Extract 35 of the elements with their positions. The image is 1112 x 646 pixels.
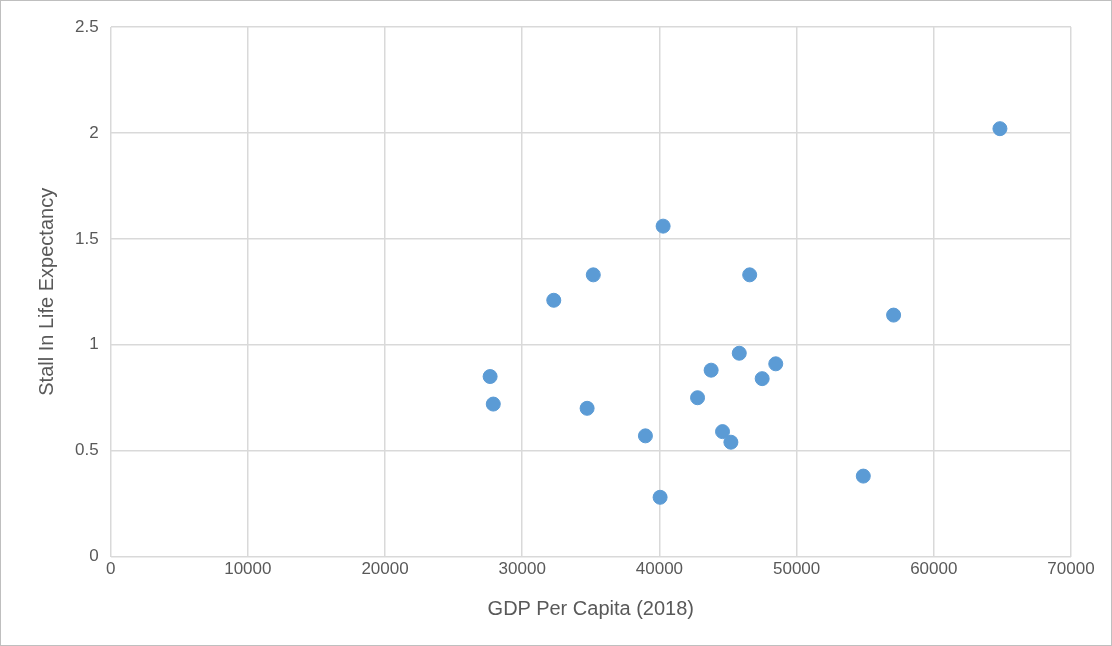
point bbox=[742, 267, 758, 283]
point bbox=[579, 400, 595, 416]
point bbox=[731, 345, 747, 361]
x-tick-label: 70000 bbox=[1047, 559, 1095, 579]
x-tick-label: 50000 bbox=[772, 559, 821, 579]
point bbox=[886, 307, 902, 323]
point bbox=[855, 468, 871, 484]
point bbox=[992, 121, 1008, 137]
x-tick-label: 40000 bbox=[635, 559, 684, 579]
point bbox=[652, 489, 668, 505]
y-tick-label: 0.5 bbox=[74, 440, 99, 460]
point bbox=[723, 434, 739, 450]
point bbox=[655, 218, 671, 234]
x-tick-label: 0 bbox=[105, 559, 116, 579]
x-tick-label: 20000 bbox=[361, 559, 409, 579]
point bbox=[690, 390, 706, 406]
point bbox=[585, 267, 601, 283]
point bbox=[485, 396, 501, 412]
x-axis-title: GDP Per Capita (2018) bbox=[487, 596, 695, 619]
y-tick-label: 0 bbox=[89, 546, 99, 566]
point bbox=[703, 362, 719, 378]
point bbox=[546, 292, 562, 308]
point bbox=[754, 371, 770, 387]
point bbox=[637, 428, 653, 444]
y-tick-label: 1 bbox=[89, 334, 99, 354]
point bbox=[482, 369, 498, 385]
y-tick-label: 1.5 bbox=[74, 228, 99, 248]
y-axis-title: Stall In Life Expectancy bbox=[34, 187, 57, 396]
y-tick-label: 2.5 bbox=[74, 16, 99, 36]
point bbox=[715, 424, 731, 440]
point bbox=[768, 356, 784, 372]
x-tick-label: 10000 bbox=[224, 559, 272, 579]
x-tick-label: 60000 bbox=[910, 559, 958, 579]
x-tick-label: 30000 bbox=[498, 559, 546, 579]
y-tick-label: 2 bbox=[89, 122, 99, 142]
